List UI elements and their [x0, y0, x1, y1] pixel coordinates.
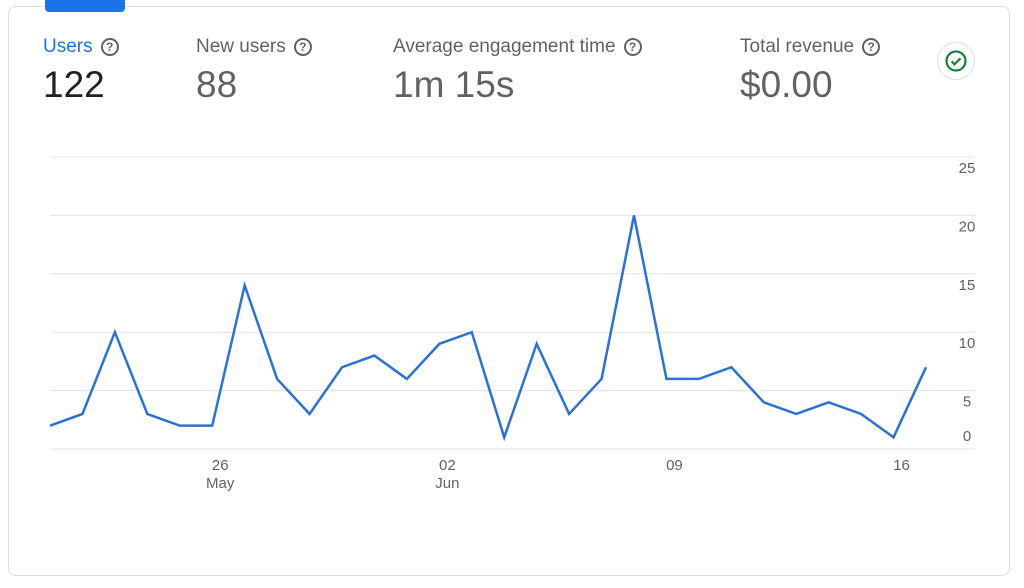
metric-label: New users: [196, 36, 286, 57]
metric-label: Users: [43, 36, 93, 57]
x-tick-label: 26 May: [206, 457, 235, 492]
check-icon: [945, 50, 967, 72]
card: [8, 6, 1010, 576]
x-tick-label: 16: [893, 457, 910, 474]
metric-tab[interactable]: Total revenue? $0.00: [740, 36, 881, 106]
y-tick-label: 5: [963, 394, 971, 411]
x-tick-label: 09: [666, 457, 683, 474]
metric-value: 1m 15s: [393, 64, 515, 105]
y-tick-label: 10: [959, 335, 976, 352]
y-tick-label: 15: [959, 277, 976, 294]
metric-value: 122: [43, 64, 105, 105]
metric-tab[interactable]: Users? 122: [43, 36, 119, 106]
help-icon[interactable]: ?: [100, 38, 119, 56]
metric-label-row: Average engagement time?: [393, 36, 642, 58]
metric-label-row: Users?: [43, 36, 119, 58]
metric-value: $0.00: [740, 64, 833, 105]
help-icon[interactable]: ?: [293, 38, 312, 56]
help-icon[interactable]: ?: [862, 38, 881, 56]
status-check[interactable]: [937, 42, 975, 80]
metric-label: Total revenue: [740, 36, 855, 57]
metric-value: 88: [196, 64, 238, 105]
metric-label-row: Total revenue?: [740, 36, 881, 58]
metric-label-row: New users?: [196, 36, 312, 58]
x-tick-label: 02 Jun: [435, 457, 459, 492]
active-tab-indicator: [45, 0, 125, 12]
y-tick-label: 25: [959, 160, 976, 177]
line-series: [49, 215, 928, 442]
metric-tab[interactable]: New users? 88: [196, 36, 312, 106]
metric-label: Average engagement time: [393, 36, 616, 57]
y-tick-label: 0: [963, 428, 971, 445]
metric-tab[interactable]: Average engagement time? 1m 15s: [393, 36, 642, 106]
y-tick-label: 20: [959, 218, 976, 235]
help-icon[interactable]: ?: [623, 38, 642, 56]
